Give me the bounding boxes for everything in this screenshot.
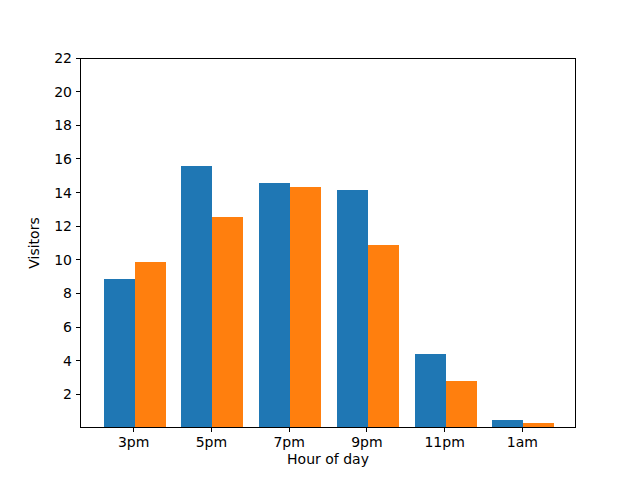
bar-5pm-series1 <box>181 166 212 427</box>
bar-11pm-series2 <box>446 381 477 427</box>
y-tick-mark <box>76 259 80 260</box>
y-tick-mark <box>76 91 80 92</box>
bar-3pm-series2 <box>135 262 166 427</box>
x-tick-mark <box>289 428 290 432</box>
y-tick-mark <box>76 327 80 328</box>
bar-7pm-series1 <box>259 183 290 427</box>
x-tick-label: 3pm <box>118 435 149 449</box>
x-tick-mark <box>366 428 367 432</box>
bar-5pm-series2 <box>212 217 243 427</box>
y-tick-mark <box>76 394 80 395</box>
bar-chart-figure: Visitors Hour of day 2468101214161820223… <box>0 0 640 480</box>
y-tick-mark <box>76 125 80 126</box>
y-tick-mark <box>76 158 80 159</box>
y-tick-mark <box>76 293 80 294</box>
bar-7pm-series2 <box>290 187 321 428</box>
x-axis-label: Hour of day <box>287 452 369 466</box>
y-tick-label: 8 <box>28 286 72 300</box>
bar-1am-series2 <box>523 423 554 427</box>
x-tick-mark <box>211 428 212 432</box>
y-tick-label: 16 <box>28 152 72 166</box>
y-tick-label: 10 <box>28 253 72 267</box>
y-tick-label: 2 <box>28 387 72 401</box>
x-tick-label: 7pm <box>273 435 304 449</box>
bar-3pm-series1 <box>104 279 135 427</box>
bar-9pm-series2 <box>368 245 399 427</box>
y-tick-label: 6 <box>28 320 72 334</box>
y-tick-label: 18 <box>28 118 72 132</box>
x-tick-mark <box>444 428 445 432</box>
x-tick-label: 9pm <box>351 435 382 449</box>
y-tick-mark <box>76 360 80 361</box>
x-tick-label: 11pm <box>424 435 464 449</box>
bar-1am-series1 <box>492 420 523 427</box>
bar-11pm-series1 <box>415 354 446 427</box>
x-tick-label: 5pm <box>196 435 227 449</box>
y-tick-mark <box>76 58 80 59</box>
y-tick-label: 14 <box>28 186 72 200</box>
y-tick-mark <box>76 226 80 227</box>
y-tick-label: 4 <box>28 354 72 368</box>
x-tick-mark <box>522 428 523 432</box>
x-tick-mark <box>133 428 134 432</box>
plot-area <box>80 58 576 428</box>
y-tick-label: 20 <box>28 85 72 99</box>
y-tick-label: 12 <box>28 219 72 233</box>
bar-9pm-series1 <box>337 190 368 427</box>
y-tick-mark <box>76 192 80 193</box>
x-tick-label: 1am <box>507 435 538 449</box>
y-tick-label: 22 <box>28 51 72 65</box>
